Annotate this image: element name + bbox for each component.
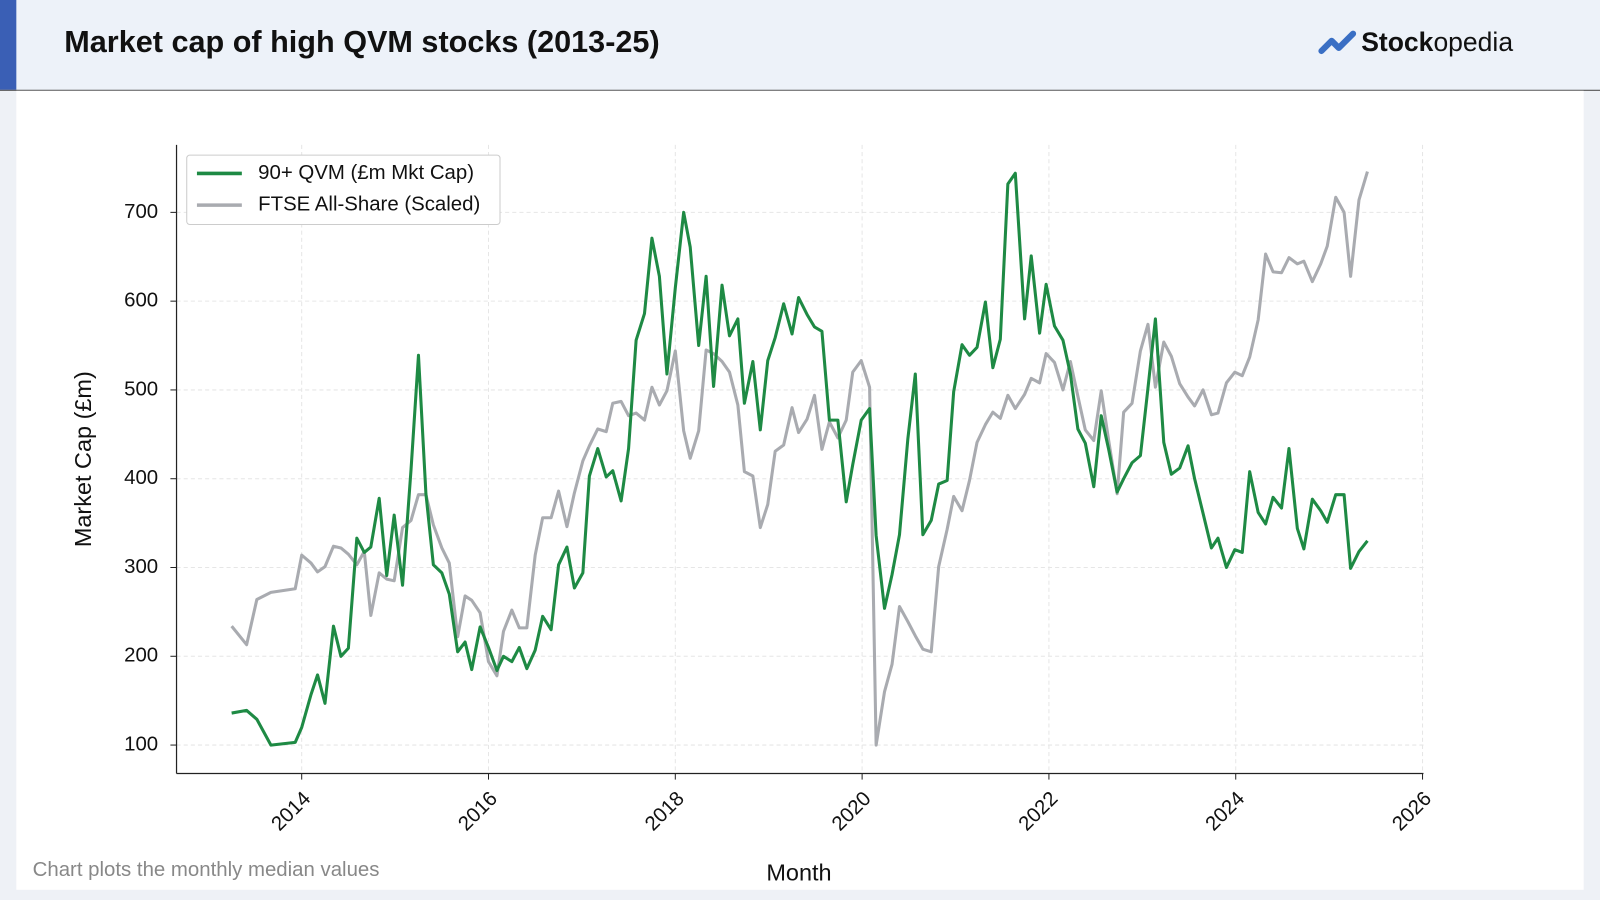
y-tick-label: 100 [124,733,158,755]
legend-label: 90+ QVM (£m Mkt Cap) [258,162,474,184]
brand-rest: opedia [1433,27,1513,57]
y-tick-label: 200 [124,645,158,667]
y-tick-label: 500 [124,378,158,400]
legend-box [186,154,501,225]
x-axis-label: Month [766,860,831,886]
legend-label: FTSE All-Share (Scaled) [258,193,480,215]
footnote: Chart plots the monthly median values [33,859,380,881]
chart-title: Market cap of high QVM stocks (2013-25) [64,25,659,59]
series-line [231,171,1369,747]
y-tick-label: 400 [124,467,158,489]
y-tick-label: 600 [124,290,158,312]
series-line [230,171,1369,747]
y-tick-label: 700 [124,201,158,223]
brand-icon [1318,30,1357,55]
legend: 90+ QVM (£m Mkt Cap) FTSE All-Share (Scal… [186,154,501,225]
brand-logo: Stockopedia [1318,27,1513,57]
y-tick-label: 300 [124,556,158,578]
brand-name: Stockopedia [1361,27,1513,57]
brand-bold: Stock [1361,27,1433,57]
y-axis-label: Market Cap (£m) [70,371,96,547]
header-accent [0,0,17,90]
